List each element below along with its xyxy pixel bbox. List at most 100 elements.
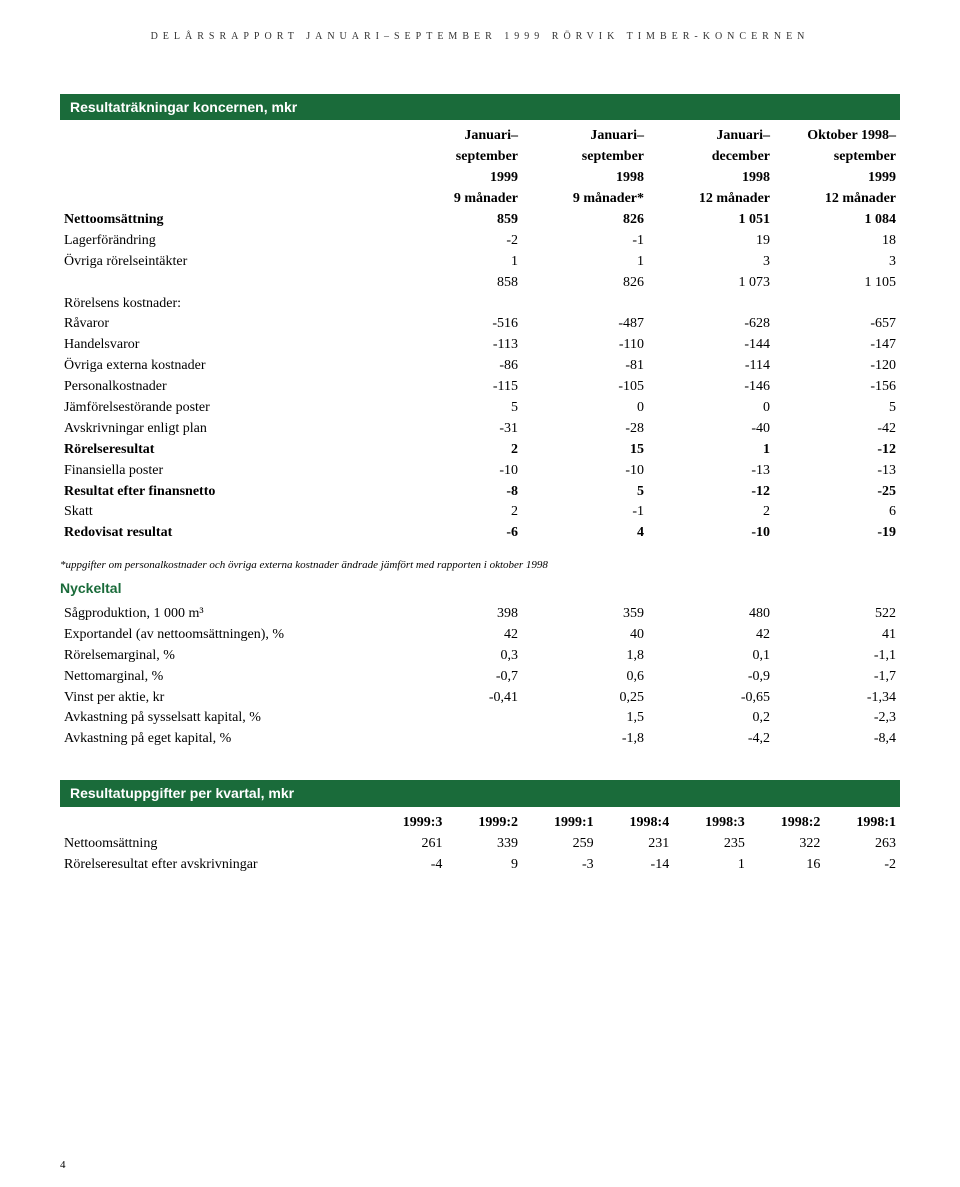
- row-label: Personalkostnader: [60, 377, 396, 398]
- cell-value: 41: [774, 625, 900, 646]
- table-row: Nettomarginal, %-0,70,6-0,9-1,7: [60, 667, 900, 688]
- row-label: Vinst per aktie, kr: [60, 688, 396, 709]
- row-label: Övriga rörelseintäkter: [60, 252, 396, 273]
- row-label: Skatt: [60, 502, 396, 523]
- cell-value: -4,2: [648, 729, 774, 750]
- page-number: 4: [60, 1158, 66, 1173]
- table-row: Exportandel (av nettoomsättningen), % 424…: [60, 625, 900, 646]
- cell-value: -110: [522, 335, 648, 356]
- row-label: Nettoomsättning: [60, 210, 396, 231]
- table-row: Rörelseresultat efter avskrivningar-49-3…: [60, 855, 900, 876]
- cell-value: 322: [749, 834, 825, 855]
- row-label: Redovisat resultat: [60, 523, 396, 544]
- table-row: Avkastning på sysselsatt kapital, %1,50,…: [60, 708, 900, 729]
- cell-value: -146: [648, 377, 774, 398]
- column-header: Januari–: [648, 126, 774, 147]
- cell-value: -1: [522, 502, 648, 523]
- cell-value: -2,3: [774, 708, 900, 729]
- cell-value: 480: [648, 604, 774, 625]
- cell-value: 858: [396, 273, 522, 294]
- column-header: 1998:3: [673, 813, 749, 834]
- table-row: Lagerförändring-2-11918: [60, 231, 900, 252]
- cell-value: 0,3: [396, 646, 522, 667]
- cell-value: 263: [824, 834, 900, 855]
- table-kvartal: 1999:31999:21999:11998:41998:31998:21998…: [60, 813, 900, 876]
- column-header: 1998: [522, 168, 648, 189]
- cell-value: 3: [648, 252, 774, 273]
- cell-value: -13: [648, 461, 774, 482]
- cell-value: -657: [774, 314, 900, 335]
- row-label: Resultat efter finansnetto: [60, 482, 396, 503]
- cell-value: 235: [673, 834, 749, 855]
- cell-value: -1,34: [774, 688, 900, 709]
- row-label: Rörelseresultat efter avskrivningar: [60, 855, 371, 876]
- cell-value: -120: [774, 356, 900, 377]
- cell-value: 5: [396, 398, 522, 419]
- cell-value: -25: [774, 482, 900, 503]
- row-label: Exportandel (av nettoomsättningen), %: [60, 625, 396, 646]
- column-header: december: [648, 147, 774, 168]
- row-label: Råvaror: [60, 314, 396, 335]
- table-row: Rörelsens kostnader:: [60, 294, 900, 315]
- table-row: Skatt2-126: [60, 502, 900, 523]
- column-header: Januari–: [522, 126, 648, 147]
- cell-value: 826: [522, 210, 648, 231]
- table-row: Redovisat resultat-64-10-19: [60, 523, 900, 544]
- cell-value: [396, 708, 522, 729]
- table-row: Personalkostnader-115-105-146-156: [60, 377, 900, 398]
- table-row: Avkastning på eget kapital, %-1,8-4,2-8,…: [60, 729, 900, 750]
- cell-value: -13: [774, 461, 900, 482]
- table-row: Nettoomsättning8598261 0511 084: [60, 210, 900, 231]
- cell-value: [396, 729, 522, 750]
- cell-value: -31: [396, 419, 522, 440]
- cell-value: 826: [522, 273, 648, 294]
- cell-value: 259: [522, 834, 598, 855]
- table-row: Nettoomsättning261339259231235322263: [60, 834, 900, 855]
- row-label: Jämförelsestörande poster: [60, 398, 396, 419]
- cell-value: -28: [522, 419, 648, 440]
- cell-value: 0: [522, 398, 648, 419]
- row-label: Nettomarginal, %: [60, 667, 396, 688]
- cell-value: 339: [446, 834, 522, 855]
- table-row: Råvaror-516-487-628-657: [60, 314, 900, 335]
- cell-value: 1: [522, 252, 648, 273]
- cell-value: 42: [648, 625, 774, 646]
- cell-value: 19: [648, 231, 774, 252]
- section-title-kvartal: Resultatuppgifter per kvartal, mkr: [60, 780, 900, 807]
- cell-value: 1: [648, 440, 774, 461]
- row-label: Övriga externa kostnader: [60, 356, 396, 377]
- cell-value: -8,4: [774, 729, 900, 750]
- cell-value: 0,25: [522, 688, 648, 709]
- cell-value: -114: [648, 356, 774, 377]
- column-header: 12 månader: [774, 189, 900, 210]
- cell-value: 0,1: [648, 646, 774, 667]
- cell-value: -144: [648, 335, 774, 356]
- column-header: 1999:3: [371, 813, 447, 834]
- column-header: september: [396, 147, 522, 168]
- row-label: Rörelsens kostnader:: [60, 294, 396, 315]
- table-resultatrakningar: Januari–Januari–Januari–Oktober 1998– se…: [60, 126, 900, 544]
- cell-value: 1 084: [774, 210, 900, 231]
- cell-value: [648, 294, 774, 315]
- cell-value: -2: [396, 231, 522, 252]
- cell-value: 1,8: [522, 646, 648, 667]
- table-row: Sågproduktion, 1 000 m³398359480522: [60, 604, 900, 625]
- cell-value: -147: [774, 335, 900, 356]
- cell-value: [774, 294, 900, 315]
- cell-value: 1,5: [522, 708, 648, 729]
- cell-value: -1,8: [522, 729, 648, 750]
- cell-value: -6: [396, 523, 522, 544]
- cell-value: 40: [522, 625, 648, 646]
- cell-value: 2: [648, 502, 774, 523]
- row-label: Lagerförändring: [60, 231, 396, 252]
- table-row: Rörelseresultat2151-12: [60, 440, 900, 461]
- cell-value: -0,9: [648, 667, 774, 688]
- row-label: Handelsvaror: [60, 335, 396, 356]
- table-row: Handelsvaror-113-110-144-147: [60, 335, 900, 356]
- table-row: Jämförelsestörande poster5005: [60, 398, 900, 419]
- cell-value: 1: [396, 252, 522, 273]
- section-title-resultatrakningar: Resultaträkningar koncernen, mkr: [60, 94, 900, 121]
- cell-value: -115: [396, 377, 522, 398]
- column-header: 9 månader: [396, 189, 522, 210]
- footnote: *uppgifter om personalkostnader och övri…: [60, 558, 900, 573]
